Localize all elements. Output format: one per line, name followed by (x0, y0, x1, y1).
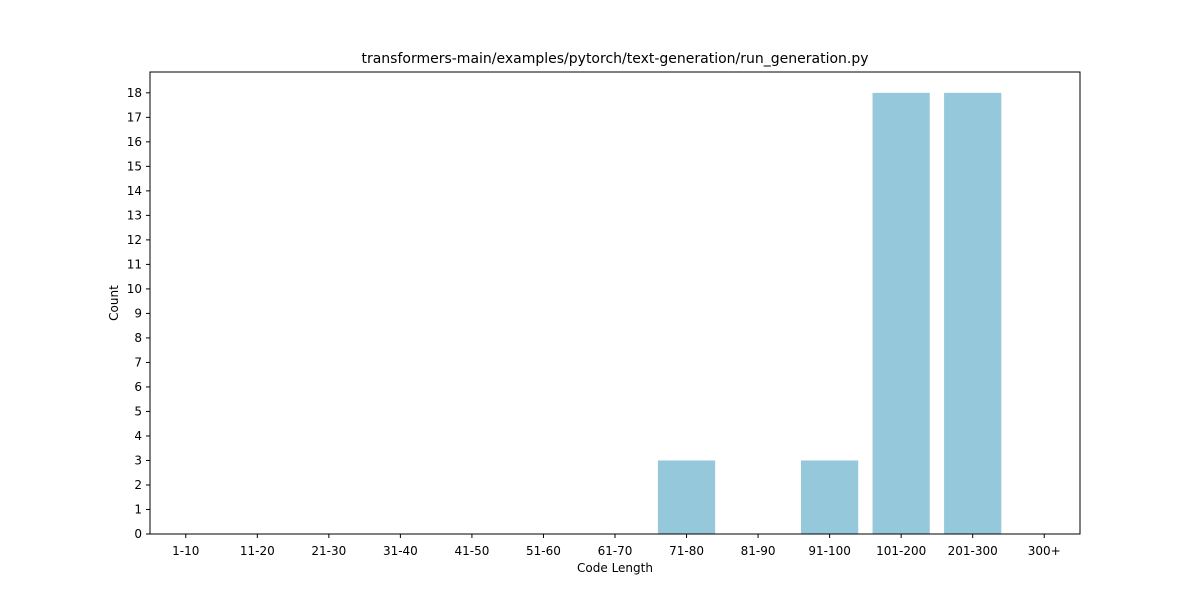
x-tick-label: 81-90 (741, 544, 776, 558)
bars-group (657, 92, 1002, 534)
y-tick-label: 2 (134, 478, 142, 492)
bar-71-80 (657, 460, 716, 534)
x-tick-label: 1-10 (172, 544, 199, 558)
y-tick-label: 0 (134, 527, 142, 541)
y-tick-label: 17 (127, 110, 142, 124)
y-tick-label: 15 (127, 159, 142, 173)
x-tick-label: 91-100 (808, 544, 851, 558)
chart-title: transformers-main/examples/pytorch/text-… (361, 51, 868, 67)
y-tick-label: 1 (134, 502, 142, 516)
y-axis-label: Count (107, 285, 121, 321)
y-tick-label: 8 (134, 331, 142, 345)
bar-201-300 (944, 92, 1002, 534)
x-tick-label: 61-70 (598, 544, 633, 558)
y-tick-label: 5 (134, 404, 142, 418)
bar-91-100 (801, 460, 859, 534)
x-tick-label: 300+ (1028, 544, 1061, 558)
y-tick-label: 11 (127, 257, 142, 271)
y-tick-label: 13 (127, 208, 142, 222)
y-tick-label: 9 (134, 306, 142, 320)
y-tick-label: 10 (127, 282, 142, 296)
y-tick-label: 14 (127, 184, 142, 198)
x-tick-label: 21-30 (311, 544, 346, 558)
x-tick-label: 201-300 (948, 544, 998, 558)
x-tick-label: 101-200 (876, 544, 926, 558)
plot-frame (149, 71, 1081, 535)
x-axis-ticks: 1-10 11-20 21-30 31-40 41-50 51-60 61-70 71-80 8… (172, 534, 1061, 558)
bar-101-200 (872, 92, 930, 534)
x-tick-label: 51-60 (526, 544, 561, 558)
y-tick-label: 18 (127, 86, 142, 100)
x-tick-label: 11-20 (240, 544, 275, 558)
y-tick-label: 16 (127, 135, 142, 149)
y-tick-label: 4 (134, 429, 142, 443)
y-tick-label: 3 (134, 453, 142, 467)
y-tick-label: 12 (127, 233, 142, 247)
x-tick-label: 41-50 (454, 544, 489, 558)
x-tick-label: 31-40 (383, 544, 418, 558)
y-tick-label: 7 (134, 355, 142, 369)
x-axis-label: Code Length (577, 561, 653, 575)
y-tick-label: 6 (134, 380, 142, 394)
x-tick-label: 71-80 (669, 544, 704, 558)
